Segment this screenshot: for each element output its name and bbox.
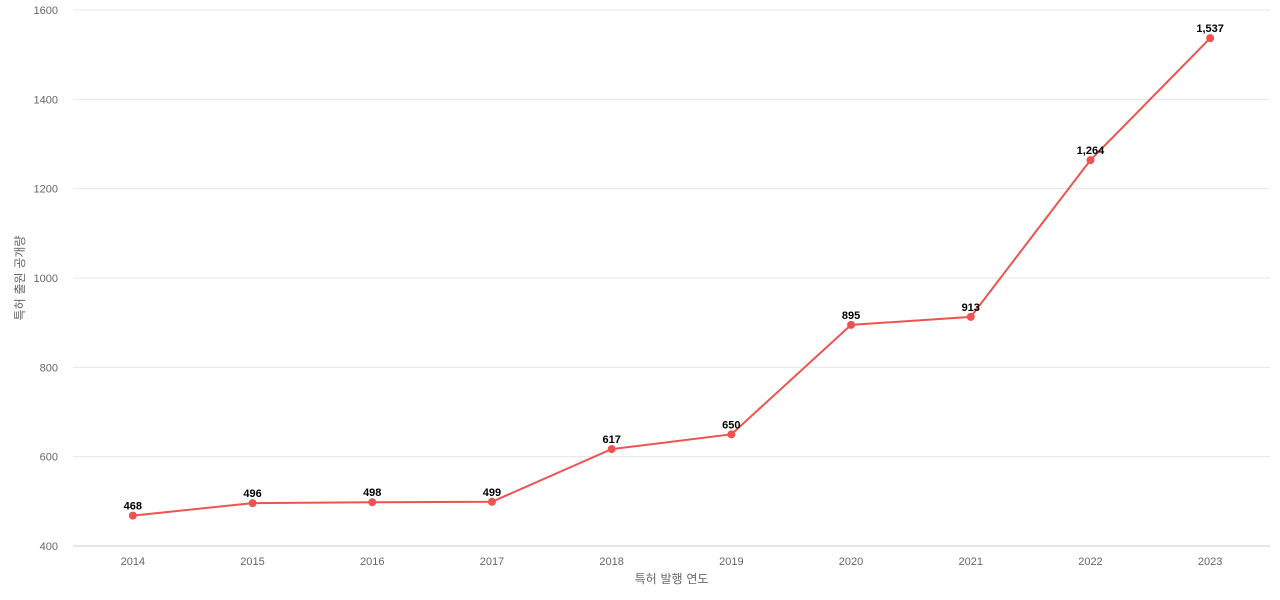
y-tick-label-400: 400 [40,541,58,553]
x-tick-label-2021: 2021 [959,556,983,568]
data-labels: 468 496 498 499 617 650 895 913 1,264 1,537 [124,23,1224,512]
x-tick-label-2022: 2022 [1078,556,1102,568]
data-point-2023 [1206,34,1215,43]
data-label-2019: 650 [722,419,740,431]
data-label-2017: 499 [483,487,501,499]
data-label-2015: 496 [243,488,261,500]
data-points [128,34,1215,520]
y-axis-tick-labels: 400 600 800 1000 1200 1400 1600 [34,5,58,553]
y-tick-label-600: 600 [40,452,58,464]
y-gridlines [73,9,1270,458]
y-tick-label-1200: 1200 [34,184,58,196]
y-tick-label-1400: 1400 [34,94,58,106]
data-point-2016 [368,498,377,507]
x-axis-tick-labels: 2014 2015 2016 2017 2018 2019 2020 2021 2022 2023 [121,556,1223,568]
y-axis-title: 특허 출원 공개량 [13,236,27,321]
x-tick-label-2023: 2023 [1198,556,1222,568]
data-label-2020: 895 [842,310,860,322]
y-tick-label-800: 800 [40,362,58,374]
data-point-2021 [966,312,975,321]
y-tick-label-1600: 1600 [34,5,58,17]
data-point-2017 [487,497,496,506]
data-label-2021: 913 [962,302,980,314]
data-point-2015 [248,499,257,508]
x-tick-label-2016: 2016 [360,556,384,568]
data-label-2016: 498 [363,487,381,499]
x-tick-label-2020: 2020 [839,556,863,568]
data-point-2020 [847,320,856,329]
x-tick-label-2018: 2018 [599,556,623,568]
data-label-2018: 617 [602,434,620,446]
data-label-2022: 1,264 [1077,145,1105,157]
x-tick-label-2017: 2017 [480,556,504,568]
data-point-2019 [727,430,736,439]
x-axis-title: 특허 발행 연도 [635,571,709,586]
data-label-2014: 468 [124,501,142,513]
data-label-2023: 1,537 [1196,23,1224,35]
data-point-2018 [607,445,616,454]
series-line [132,37,1211,517]
x-tick-label-2019: 2019 [719,556,743,568]
x-tick-label-2014: 2014 [121,556,145,568]
x-tick-label-2015: 2015 [240,556,264,568]
data-point-2014 [128,511,137,520]
data-point-2022 [1086,156,1095,165]
y-tick-label-1000: 1000 [34,273,58,285]
